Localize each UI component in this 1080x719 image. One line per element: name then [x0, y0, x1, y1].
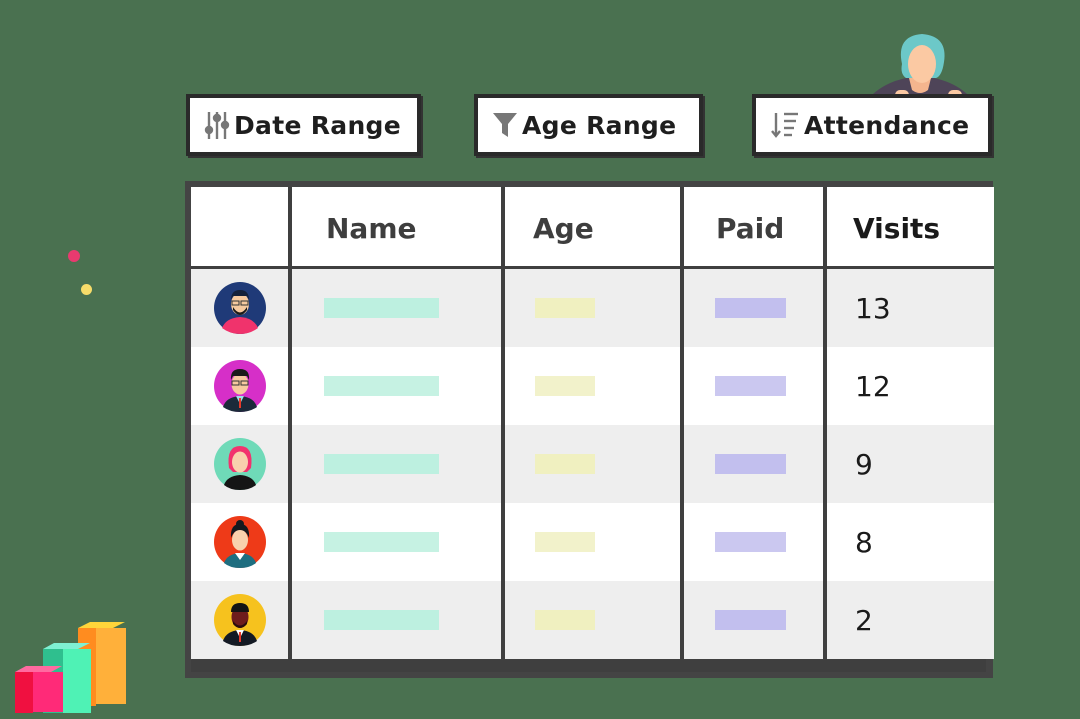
- attendance-sort-button[interactable]: Attendance: [752, 94, 992, 156]
- avatar-man-glasses-suit-icon: [213, 360, 266, 412]
- table-row-1-visits: 13: [827, 269, 994, 347]
- table-row-2-avatar-cell: [191, 347, 288, 425]
- members-table: Name Age Paid Visits 13: [185, 181, 994, 678]
- table-row-3-visits: 9: [827, 425, 994, 503]
- date-range-label: Date Range: [234, 110, 402, 140]
- avatar-woman-dark-hair-icon: [213, 516, 266, 568]
- age-placeholder-bar: [535, 454, 595, 474]
- date-range-filter-button[interactable]: Date Range: [186, 94, 421, 156]
- header-paid[interactable]: Paid: [684, 187, 823, 269]
- name-placeholder-bar: [324, 610, 439, 630]
- decorative-pink-dot: [68, 250, 80, 262]
- table-row-2-name-cell: [292, 347, 501, 425]
- attendance-label: Attendance: [804, 110, 970, 140]
- header-avatar: [191, 187, 288, 269]
- table-row-5-paid-cell: [684, 581, 823, 659]
- table-row-1-age-cell: [505, 269, 680, 347]
- avatar-man-beard-suit-icon: [213, 594, 266, 646]
- age-placeholder-bar: [535, 610, 595, 630]
- filter-funnel-icon: [493, 113, 517, 137]
- decorative-yellow-dot: [81, 284, 92, 295]
- name-placeholder-bar: [324, 376, 439, 396]
- paid-placeholder-bar: [715, 376, 786, 396]
- decorative-bar-chart-icon: [15, 622, 126, 713]
- sliders-icon: [204, 112, 230, 139]
- avatar-woman-pink-hair-icon: [213, 438, 266, 490]
- name-placeholder-bar: [324, 298, 439, 318]
- name-placeholder-bar: [324, 532, 439, 552]
- age-range-label: Age Range: [522, 110, 677, 140]
- header-age[interactable]: Age: [505, 187, 680, 269]
- table-row-4-name-cell: [292, 503, 501, 581]
- table-row-4-avatar-cell: [191, 503, 288, 581]
- table-row-4-visits: 8: [827, 503, 994, 581]
- table-row-2-paid-cell: [684, 347, 823, 425]
- table-row-1-avatar-cell: [191, 269, 288, 347]
- table-row-5-age-cell: [505, 581, 680, 659]
- avatar-man-glasses-beard-icon: [213, 282, 266, 334]
- age-placeholder-bar: [535, 298, 595, 318]
- age-placeholder-bar: [535, 376, 595, 396]
- paid-placeholder-bar: [715, 454, 786, 474]
- table-row-2-visits: 12: [827, 347, 994, 425]
- table-row-2-age-cell: [505, 347, 680, 425]
- name-placeholder-bar: [324, 454, 439, 474]
- table-row-3-avatar-cell: [191, 425, 288, 503]
- paid-placeholder-bar: [715, 610, 786, 630]
- table-row-5-name-cell: [292, 581, 501, 659]
- table-row-3-name-cell: [292, 425, 501, 503]
- header-visits[interactable]: Visits: [827, 187, 994, 269]
- table-row-5-visits: 2: [827, 581, 994, 659]
- table-row-4-paid-cell: [684, 503, 823, 581]
- table-row-3-age-cell: [505, 425, 680, 503]
- table-row-1-paid-cell: [684, 269, 823, 347]
- sort-descending-icon: [771, 112, 798, 138]
- table-row-4-age-cell: [505, 503, 680, 581]
- table-row-5-avatar-cell: [191, 581, 288, 659]
- age-range-filter-button[interactable]: Age Range: [474, 94, 703, 156]
- header-name[interactable]: Name: [292, 187, 501, 269]
- age-placeholder-bar: [535, 532, 595, 552]
- paid-placeholder-bar: [715, 532, 786, 552]
- table-row-3-paid-cell: [684, 425, 823, 503]
- paid-placeholder-bar: [715, 298, 786, 318]
- table-row-1-name-cell: [292, 269, 501, 347]
